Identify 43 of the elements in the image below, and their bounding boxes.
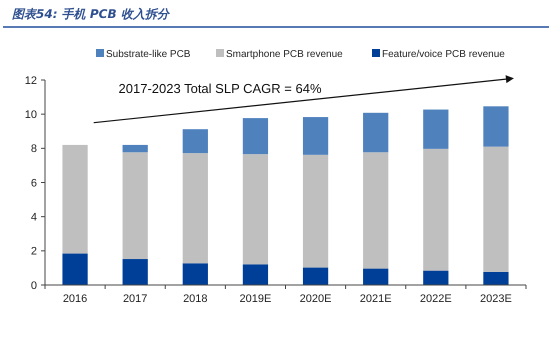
bar [483,146,509,272]
legend-label: Feature/voice PCB revenue [382,49,506,60]
bar [302,117,328,155]
bar [363,268,388,285]
x-tick-label: 2016 [62,293,88,305]
x-tick-label: 2019E [240,293,272,305]
bar [122,259,148,285]
chart-title: 图表54: 手机 PCB 收入拆分 [12,7,171,21]
bar [62,144,88,254]
bar [182,153,208,264]
y-tick-label: 4 [30,212,37,224]
bar [182,263,208,285]
bar [122,152,148,260]
bar [302,154,328,268]
x-tick-label: 2023E [480,293,512,305]
y-tick-label: 10 [24,109,37,122]
x-tick-label: 2021E [360,293,392,305]
bar [363,112,388,152]
y-tick-label: 8 [30,143,37,156]
y-tick-label: 12 [24,74,37,87]
bar [122,144,148,152]
bar [62,254,88,285]
bar [242,154,268,264]
bar [242,118,268,154]
y-tick-label: 0 [30,280,37,292]
x-tick-label: 2017 [122,293,148,305]
x-tick-label: 2018 [183,293,208,305]
bar [242,264,268,285]
legend-label: Substrate-like PCB [106,49,191,60]
bar [483,106,509,147]
x-tick-label: 2022E [420,293,452,305]
bar [423,270,448,285]
legend-label: Smartphone PCB revenue [226,49,344,60]
bar [302,268,328,285]
y-tick-label: 6 [30,177,37,190]
y-tick-label: 2 [30,246,37,258]
x-tick-label: 2020E [300,293,332,305]
bar [363,152,388,269]
bar [423,148,448,271]
bar [423,110,448,149]
bar [483,272,509,285]
bar [182,129,208,154]
annotation: 2017-2023 Total SLP CAGR = 64% [118,81,322,96]
